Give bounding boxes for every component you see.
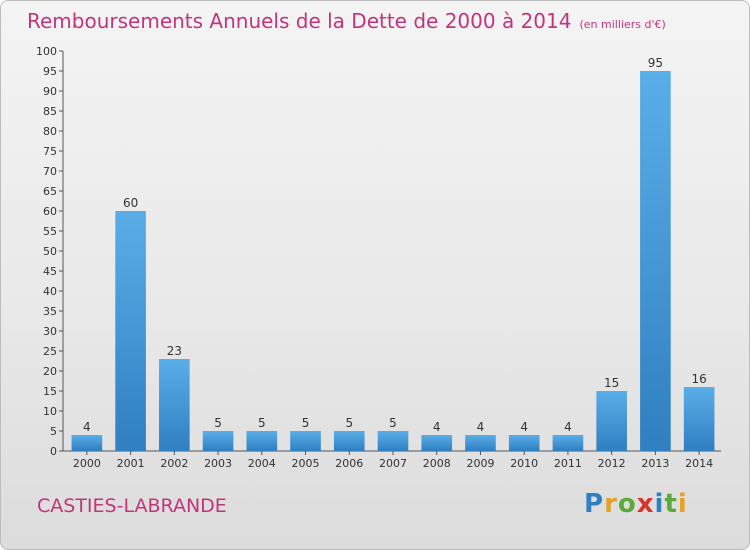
logo-letter: x xyxy=(636,489,655,519)
bar-2004 xyxy=(246,431,278,451)
y-tick-label: 10 xyxy=(43,405,57,418)
bars xyxy=(71,71,715,451)
x-tick-label-2005: 2005 xyxy=(292,457,320,470)
chart-title: Remboursements Annuels de la Dette de 20… xyxy=(27,9,666,33)
bar-2014 xyxy=(683,387,715,451)
data-label-2003: 5 xyxy=(214,416,222,430)
logo-letter: P xyxy=(584,489,605,519)
y-tick-label: 15 xyxy=(43,385,57,398)
y-tick-label: 100 xyxy=(36,45,57,58)
y-tick-label: 90 xyxy=(43,85,57,98)
data-label-2002: 23 xyxy=(167,344,182,358)
bar-2008 xyxy=(421,435,453,451)
y-tick-label: 50 xyxy=(43,245,57,258)
bar-2001 xyxy=(115,211,146,451)
data-label-2010: 4 xyxy=(520,420,528,434)
bar-2012 xyxy=(596,391,627,451)
logo-letter: i xyxy=(677,489,688,519)
y-tick-label: 65 xyxy=(43,185,57,198)
data-label-2014: 16 xyxy=(691,372,706,386)
x-tick-label-2004: 2004 xyxy=(248,457,276,470)
data-label-2013: 95 xyxy=(648,56,663,70)
bar-2013 xyxy=(640,71,671,451)
logo-letter: i xyxy=(654,489,665,519)
x-tick-label-2001: 2001 xyxy=(117,457,145,470)
y-tick-label: 40 xyxy=(43,285,57,298)
y-tick-label: 60 xyxy=(43,205,57,218)
x-tick-label-2011: 2011 xyxy=(554,457,582,470)
bar-2003 xyxy=(202,431,234,451)
y-tick-label: 35 xyxy=(43,305,57,318)
bar-2005 xyxy=(290,431,321,451)
y-axis: 0 5 10 15 20 25 30 35 40 45 50 55 60 65 70 75 80 85 90 95 10… xyxy=(36,45,64,458)
data-label-2004: 5 xyxy=(258,416,266,430)
x-tick-label-2002: 2002 xyxy=(160,457,188,470)
x-tick-label-2013: 2013 xyxy=(641,457,669,470)
y-tick-label: 95 xyxy=(43,65,57,78)
y-tick-label: 0 xyxy=(50,445,57,458)
x-tick-label-2006: 2006 xyxy=(335,457,363,470)
y-tick-label: 70 xyxy=(43,165,57,178)
y-tick-label: 25 xyxy=(43,345,57,358)
x-tick-label-2008: 2008 xyxy=(423,457,451,470)
bar-2010 xyxy=(508,435,540,451)
bar-2011 xyxy=(552,435,584,451)
bar-2002 xyxy=(159,359,190,451)
bar-2009 xyxy=(465,435,496,451)
y-tick-label: 5 xyxy=(50,425,57,438)
data-labels: 4 60 23 5 5 5 5 5 4 4 4 4 15 95 16 xyxy=(83,56,707,434)
data-label-2012: 15 xyxy=(604,376,619,390)
proxiti-logo[interactable]: Proxiti xyxy=(584,489,688,519)
data-label-2007: 5 xyxy=(389,416,397,430)
bar-2000 xyxy=(71,435,103,451)
logo-letter: o xyxy=(617,489,637,519)
title-text: Remboursements Annuels de la Dette de 20… xyxy=(27,9,572,33)
bar-2006 xyxy=(333,431,365,451)
data-label-2005: 5 xyxy=(302,416,310,430)
y-tick-label: 45 xyxy=(43,265,57,278)
data-label-2000: 4 xyxy=(83,420,91,434)
x-tick-label-2000: 2000 xyxy=(73,457,101,470)
x-tick-label-2003: 2003 xyxy=(204,457,232,470)
x-tick-label-2014: 2014 xyxy=(685,457,713,470)
place-name: CASTIES-LABRANDE xyxy=(37,495,227,517)
x-tick-label-2010: 2010 xyxy=(510,457,538,470)
y-tick-label: 30 xyxy=(43,325,57,338)
x-tick-label-2007: 2007 xyxy=(379,457,407,470)
data-label-2008: 4 xyxy=(433,420,441,434)
data-label-2001: 60 xyxy=(123,196,138,210)
logo-letter: r xyxy=(604,489,618,519)
x-tick-label-2009: 2009 xyxy=(466,457,494,470)
y-tick-label: 20 xyxy=(43,365,57,378)
data-label-2006: 5 xyxy=(345,416,353,430)
y-tick-label: 85 xyxy=(43,105,57,118)
logo-letter: t xyxy=(664,489,678,519)
y-tick-label: 75 xyxy=(43,145,57,158)
y-tick-label: 55 xyxy=(43,225,57,238)
data-label-2011: 4 xyxy=(564,420,572,434)
x-axis: 2000 2001 2002 2003 2004 2005 2006 2007 2008 2009… xyxy=(63,450,721,470)
chart-subtitle: (en milliers d'€) xyxy=(579,18,666,31)
y-tick-label: 80 xyxy=(43,125,57,138)
bar-2007 xyxy=(377,431,409,451)
data-label-2009: 4 xyxy=(477,420,485,434)
x-tick-label-2012: 2012 xyxy=(598,457,626,470)
